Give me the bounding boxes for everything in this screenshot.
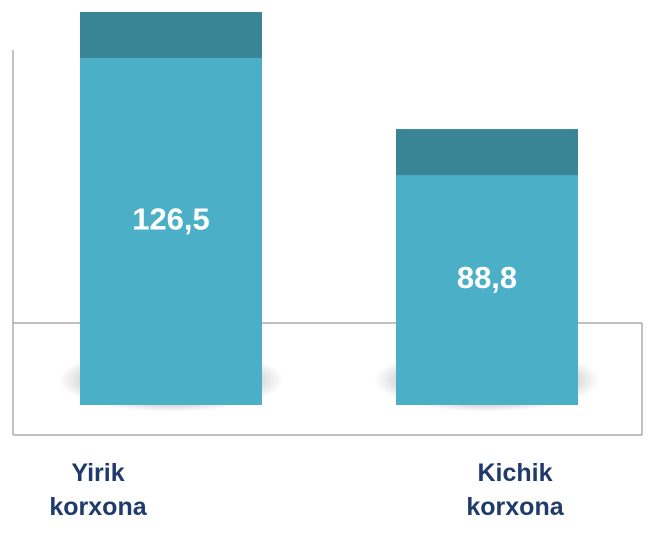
category-label: Kichik korxona xyxy=(466,459,564,521)
bar xyxy=(80,12,262,405)
value-label: 88,8 xyxy=(457,260,517,295)
bar-body xyxy=(80,12,262,405)
category-label: Yirik korxona xyxy=(49,459,147,521)
value-label: 126,5 xyxy=(132,202,210,237)
bar xyxy=(396,129,578,405)
bar-cap xyxy=(80,12,262,58)
bar-cap xyxy=(396,129,578,176)
